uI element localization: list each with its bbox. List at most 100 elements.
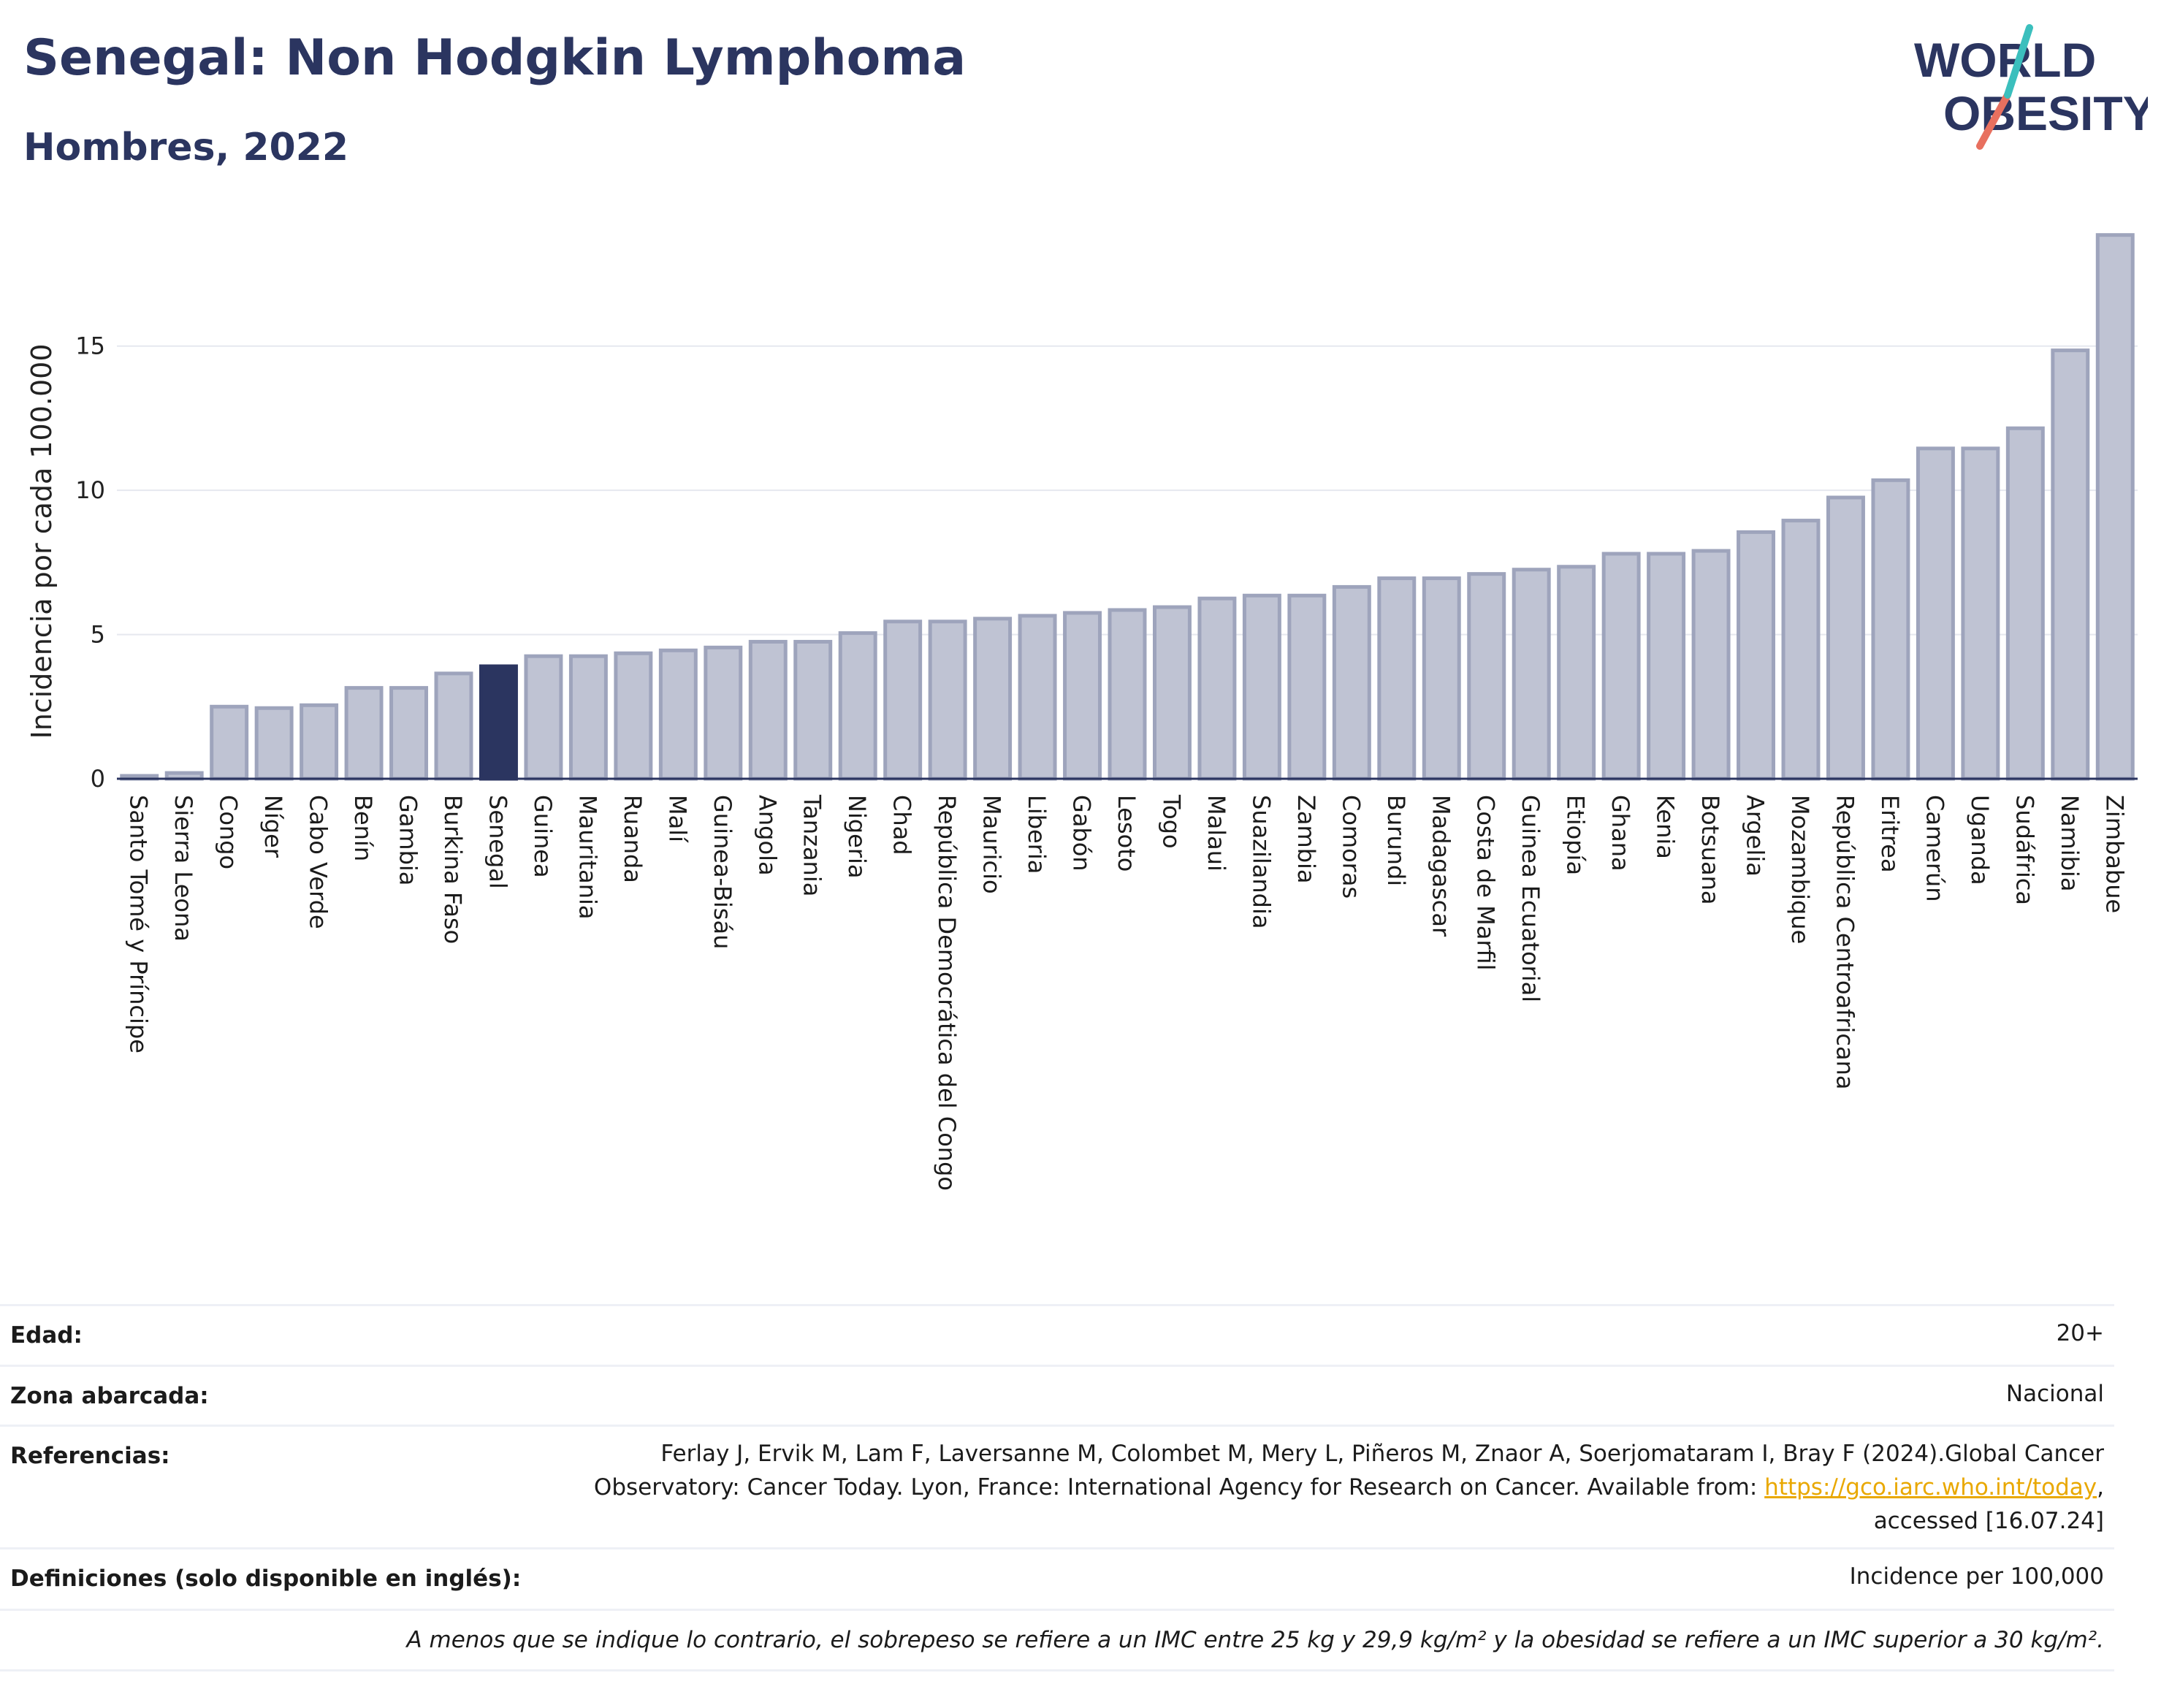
bar-rep-blica-democr-tica-del-congo[interactable] xyxy=(928,619,967,781)
bar-congo[interactable] xyxy=(210,704,249,781)
bar-ben-n[interactable] xyxy=(344,686,384,781)
x-tick-label: Guinea Ecuatorial xyxy=(1517,795,1544,1002)
bar-comoras[interactable] xyxy=(1332,584,1371,781)
bar-togo[interactable] xyxy=(1152,605,1192,781)
y-axis-ticks: 0 5 10 15 xyxy=(75,332,105,793)
bar-uganda[interactable] xyxy=(1961,446,2000,781)
y-tick-label: 5 xyxy=(91,621,105,649)
world-obesity-logo: WORLD OBESITY xyxy=(1914,24,2148,150)
x-tick-label: Burkina Faso xyxy=(439,795,467,944)
meta-row-footnote: A menos que se indique lo contrario, el … xyxy=(0,1609,2114,1671)
x-tick-label: Nigeria xyxy=(843,795,871,878)
x-tick-label: Lesoto xyxy=(1113,795,1140,872)
x-tick-label: Angola xyxy=(753,795,781,876)
reference-line-2-suffix: , xyxy=(2097,1474,2104,1501)
bar-zambia[interactable] xyxy=(1287,593,1327,781)
x-tick-label: República Centroafricana xyxy=(1831,795,1859,1089)
bar-cabo-verde[interactable] xyxy=(300,703,339,781)
bar-costa-de-marfil[interactable] xyxy=(1467,572,1506,781)
meta-row-age: Edad: 20+ xyxy=(0,1304,2114,1365)
logo-word-1: WORLD xyxy=(1914,33,2096,87)
x-tick-label: República Democrática del Congo xyxy=(933,795,961,1191)
meta-row-area: Zona abarcada: Nacional xyxy=(0,1365,2114,1425)
reference-line-1: Ferlay J, Ervik M, Lam F, Laversanne M, … xyxy=(660,1441,2104,1467)
bar-guinea-ecuatorial[interactable] xyxy=(1512,568,1551,781)
area-label: Zona abarcada: xyxy=(10,1383,209,1409)
x-tick-label: Botsuana xyxy=(1696,795,1724,905)
bar-mal-[interactable] xyxy=(658,648,698,781)
x-tick-label: Gabón xyxy=(1068,795,1096,872)
bar-argelia[interactable] xyxy=(1737,530,1776,781)
bar-lesoto[interactable] xyxy=(1108,608,1147,781)
x-tick-label: Namibia xyxy=(2056,795,2084,891)
bar-n-ger[interactable] xyxy=(254,706,294,781)
bar-madagascar[interactable] xyxy=(1422,576,1461,781)
x-tick-label: Gambia xyxy=(395,795,422,885)
x-tick-label: Ghana xyxy=(1607,795,1634,872)
x-tick-label: Chad xyxy=(888,795,916,855)
meta-row-definitions: Definiciones (solo disponible en inglés)… xyxy=(0,1547,2114,1609)
bar-chad[interactable] xyxy=(883,619,923,781)
bar-kenia[interactable] xyxy=(1647,552,1686,781)
x-tick-label: Comoras xyxy=(1337,795,1365,899)
bar-guinea[interactable] xyxy=(524,654,563,781)
bar-senegal[interactable] xyxy=(479,664,518,781)
x-tick-label: Kenia xyxy=(1652,795,1680,859)
x-tick-label: Zimbabue xyxy=(2100,795,2128,913)
bar-nigeria[interactable] xyxy=(838,631,877,781)
bar-chart: 0 5 10 15 Santo Tomé y Príncipe Sierra Leona… xyxy=(26,233,2138,1191)
x-axis-labels: Santo Tomé y Príncipe Sierra Leona Congo Ní… xyxy=(125,794,2129,1191)
bar-burkina-faso[interactable] xyxy=(434,671,473,781)
y-tick-label: 0 xyxy=(91,765,105,793)
bar-mozambique[interactable] xyxy=(1781,519,1821,781)
bar-rep-blica-centroafricana[interactable] xyxy=(1826,495,1865,781)
bar-mauricio[interactable] xyxy=(973,617,1013,781)
references-label: Referencias: xyxy=(10,1443,170,1469)
bar-camer-n[interactable] xyxy=(1916,446,1955,781)
chart-subtitle: Hombres, 2022 xyxy=(23,126,349,169)
bar-guinea-bis-u[interactable] xyxy=(704,645,743,781)
bar-mauritania[interactable] xyxy=(568,654,608,781)
x-tick-label: Sierra Leona xyxy=(169,795,197,942)
x-tick-label: Zambia xyxy=(1292,795,1320,884)
x-tick-label: Suazilandia xyxy=(1247,795,1275,929)
bar-malaui[interactable] xyxy=(1197,596,1237,781)
x-tick-label: Mauritania xyxy=(573,795,601,919)
y-tick-label: 15 xyxy=(75,332,105,360)
x-tick-label: Malí xyxy=(663,795,691,843)
reference-line-3: accessed [16.07.24] xyxy=(1873,1508,2104,1534)
x-tick-label: Tanzania xyxy=(799,794,826,896)
x-tick-label: Mauricio xyxy=(978,795,1006,894)
reference-link[interactable]: https://gco.iarc.who.int/today xyxy=(1764,1474,2097,1501)
bar-burundi[interactable] xyxy=(1377,576,1417,781)
logo-slash-coral xyxy=(1976,91,2011,150)
bar-ghana[interactable] xyxy=(1601,552,1641,781)
bar-namibia[interactable] xyxy=(2051,348,2090,781)
bar-tanzania[interactable] xyxy=(793,639,833,781)
x-tick-label: Congo xyxy=(215,795,243,869)
logo-word-2: OBESITY xyxy=(1943,86,2148,140)
chart-title: Senegal: Non Hodgkin Lymphoma xyxy=(23,29,967,87)
bar-botsuana[interactable] xyxy=(1691,549,1731,781)
bar-zimbabue[interactable] xyxy=(2095,233,2135,781)
bar-etiop-a[interactable] xyxy=(1557,565,1596,781)
bar-angola[interactable] xyxy=(748,639,788,781)
reference-line-2-text: Observatory: Cancer Today. Lyon, France:… xyxy=(593,1474,1765,1501)
x-tick-label: Guinea xyxy=(529,795,557,878)
x-tick-label: Costa de Marfil xyxy=(1472,795,1500,971)
x-tick-label: Cabo Verde xyxy=(305,795,332,929)
x-tick-label: Togo xyxy=(1157,794,1185,849)
x-tick-label: Malaui xyxy=(1203,795,1230,872)
bar-sud-frica[interactable] xyxy=(2005,426,2045,781)
bar-gab-n[interactable] xyxy=(1063,611,1102,781)
bar-suazilandia[interactable] xyxy=(1242,593,1281,781)
bar-liberia[interactable] xyxy=(1018,614,1057,781)
bar-ruanda[interactable] xyxy=(614,651,653,781)
references-value: Ferlay J, Ervik M, Lam F, Laversanne M, … xyxy=(594,1437,2104,1538)
x-tick-label: Mozambique xyxy=(1786,795,1814,944)
x-tick-label: Santo Tomé y Príncipe xyxy=(125,795,153,1053)
bar-eritrea[interactable] xyxy=(1871,478,1910,781)
x-tick-label: Eritrea xyxy=(1876,795,1904,873)
y-tick-label: 10 xyxy=(75,476,105,504)
bar-gambia[interactable] xyxy=(389,686,429,781)
